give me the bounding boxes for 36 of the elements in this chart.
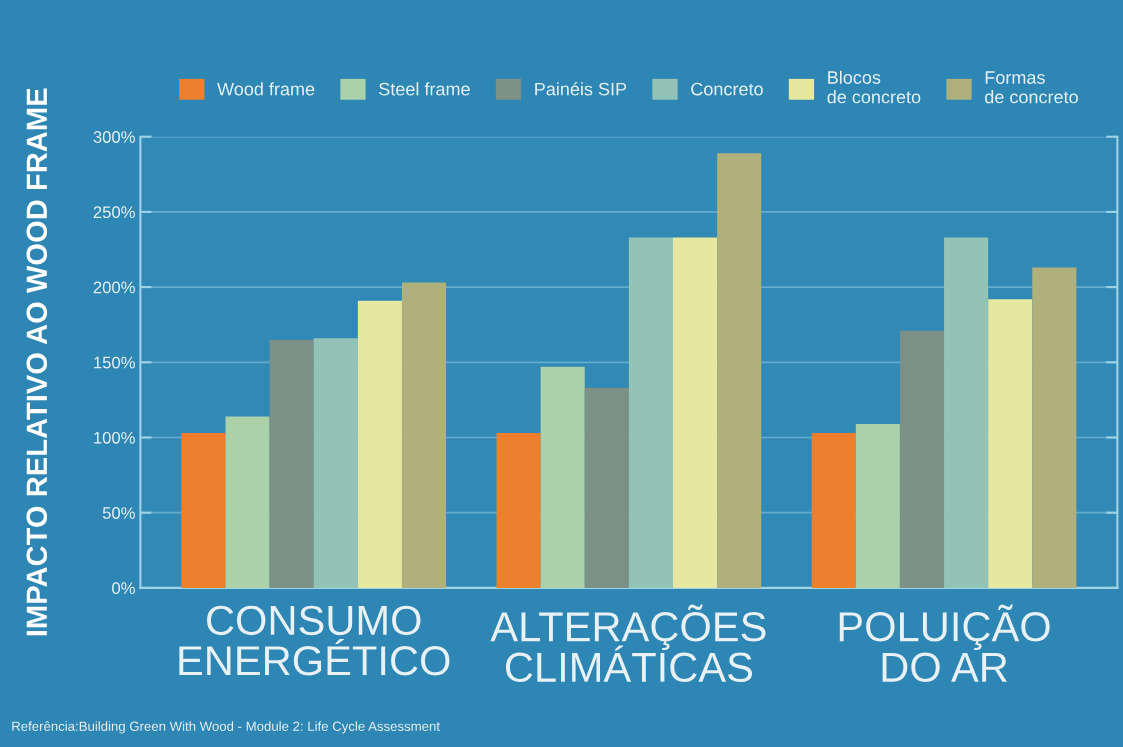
bar bbox=[988, 299, 1033, 588]
legend-label: Formas de concreto bbox=[985, 71, 1078, 104]
y-axis-title: IMPACTO RELATIVO AO WOOD FRAME bbox=[26, 88, 48, 636]
bar bbox=[496, 432, 541, 588]
legend-label: Blocos de concreto bbox=[827, 70, 921, 104]
bar bbox=[673, 237, 718, 588]
bar bbox=[313, 338, 358, 588]
bar bbox=[628, 237, 673, 588]
bar bbox=[540, 366, 585, 588]
y-tick-label: 150% bbox=[94, 356, 135, 369]
bar bbox=[269, 339, 314, 588]
y-tick-label: 100% bbox=[94, 431, 135, 444]
legend-label: Steel frame bbox=[379, 82, 470, 96]
y-tick-label: 0% bbox=[112, 582, 135, 595]
bar bbox=[401, 282, 447, 588]
legend-label: Concreto bbox=[691, 82, 763, 96]
bar bbox=[944, 237, 989, 588]
bar bbox=[357, 300, 402, 588]
bar bbox=[899, 330, 945, 588]
y-tick-label: 300% bbox=[93, 131, 135, 143]
y-tick-label: 50% bbox=[102, 507, 135, 519]
bar bbox=[1032, 267, 1077, 588]
x-tick-label: ALTERAÇÕES CLIMÁTICAS bbox=[490, 604, 766, 683]
bar bbox=[717, 153, 762, 588]
bar bbox=[584, 387, 629, 588]
legend-label: Wood frame bbox=[217, 82, 315, 96]
x-tick-label: CONSUMO ENERGÉTICO bbox=[179, 605, 450, 676]
legend-label: Painéis SIP bbox=[535, 82, 627, 96]
bar bbox=[181, 432, 226, 588]
y-tick-label: 200% bbox=[93, 281, 135, 294]
text: Referência:Building Green With Wood - Module 2: Life Cycle Assessment bbox=[12, 721, 440, 734]
bar bbox=[225, 416, 270, 588]
y-tick-label: 250% bbox=[93, 206, 135, 219]
bar bbox=[811, 432, 856, 588]
bar bbox=[855, 423, 900, 588]
x-tick-label: POLUIÇÃO DO AR bbox=[839, 604, 1050, 683]
